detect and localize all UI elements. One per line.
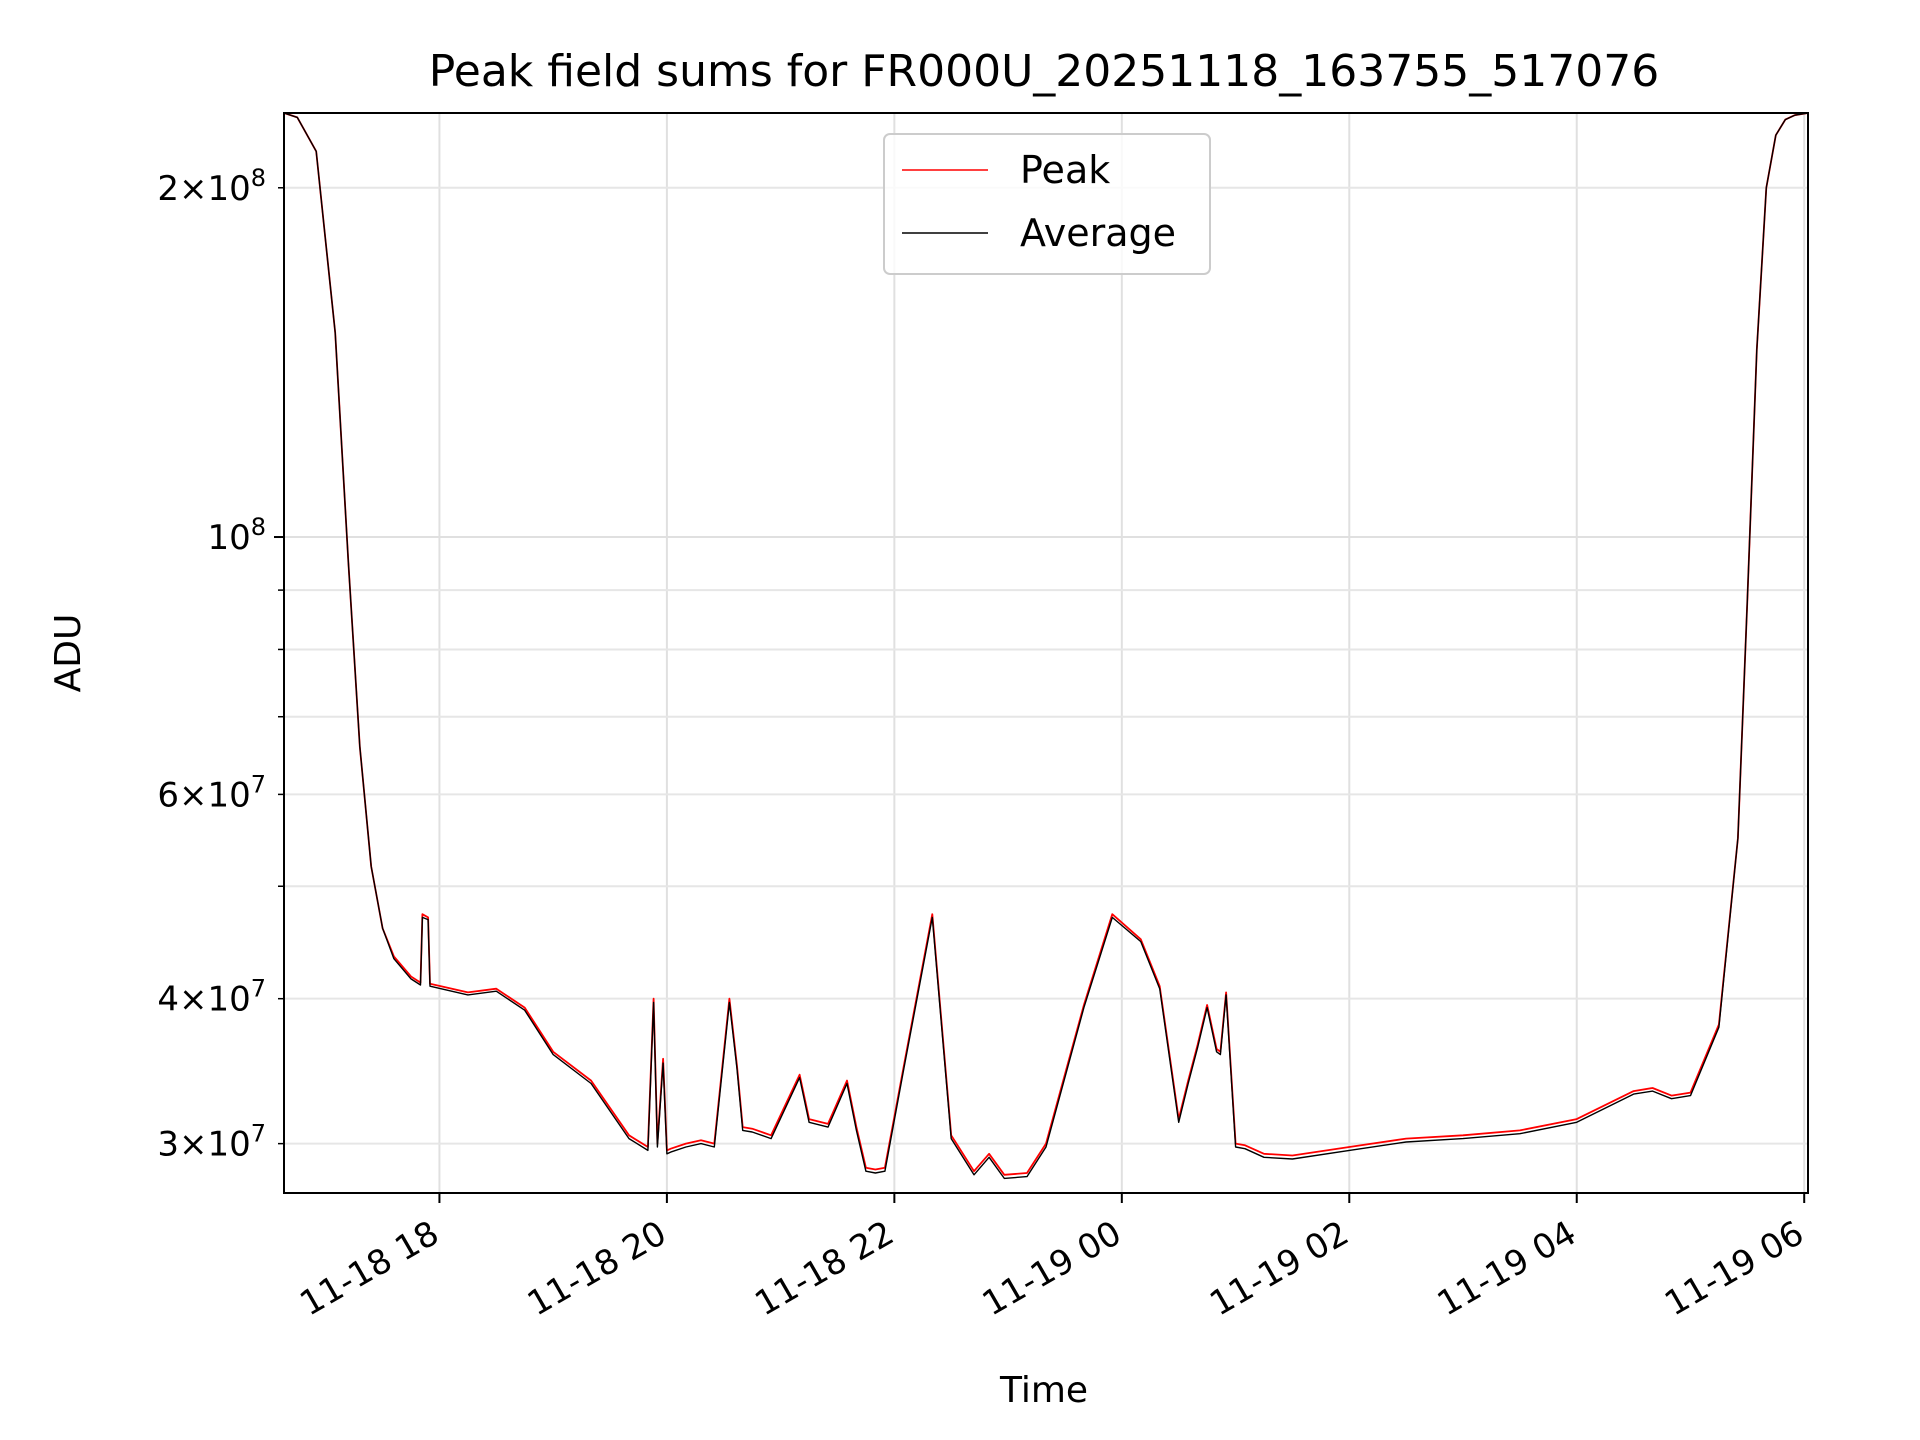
plot-area xyxy=(284,113,1808,1193)
legend-label-peak: Peak xyxy=(1020,148,1110,192)
chart-title: Peak field sums for FR000U_20251118_1637… xyxy=(429,46,1659,97)
x-axis-label: Time xyxy=(999,1370,1088,1411)
legend-label-average: Average xyxy=(1020,211,1176,255)
y-tick-label: 3×107 xyxy=(157,1120,266,1165)
series-line-average xyxy=(283,112,1809,1180)
y-axis-ticks: 108 3×107 4×107 6×107 2×108 xyxy=(157,164,284,1165)
y-tick-label: 2×108 xyxy=(157,164,266,209)
y-axis-label: ADU xyxy=(48,614,89,693)
series-layer xyxy=(283,112,1809,1180)
legend: Peak Average xyxy=(883,133,1211,275)
y-tick-label: 4×107 xyxy=(157,975,266,1020)
legend-frame xyxy=(883,133,1211,275)
y-tick-label: 108 xyxy=(207,513,266,558)
y-tick-label: 6×107 xyxy=(157,770,266,815)
plot-frame xyxy=(283,112,1809,1194)
